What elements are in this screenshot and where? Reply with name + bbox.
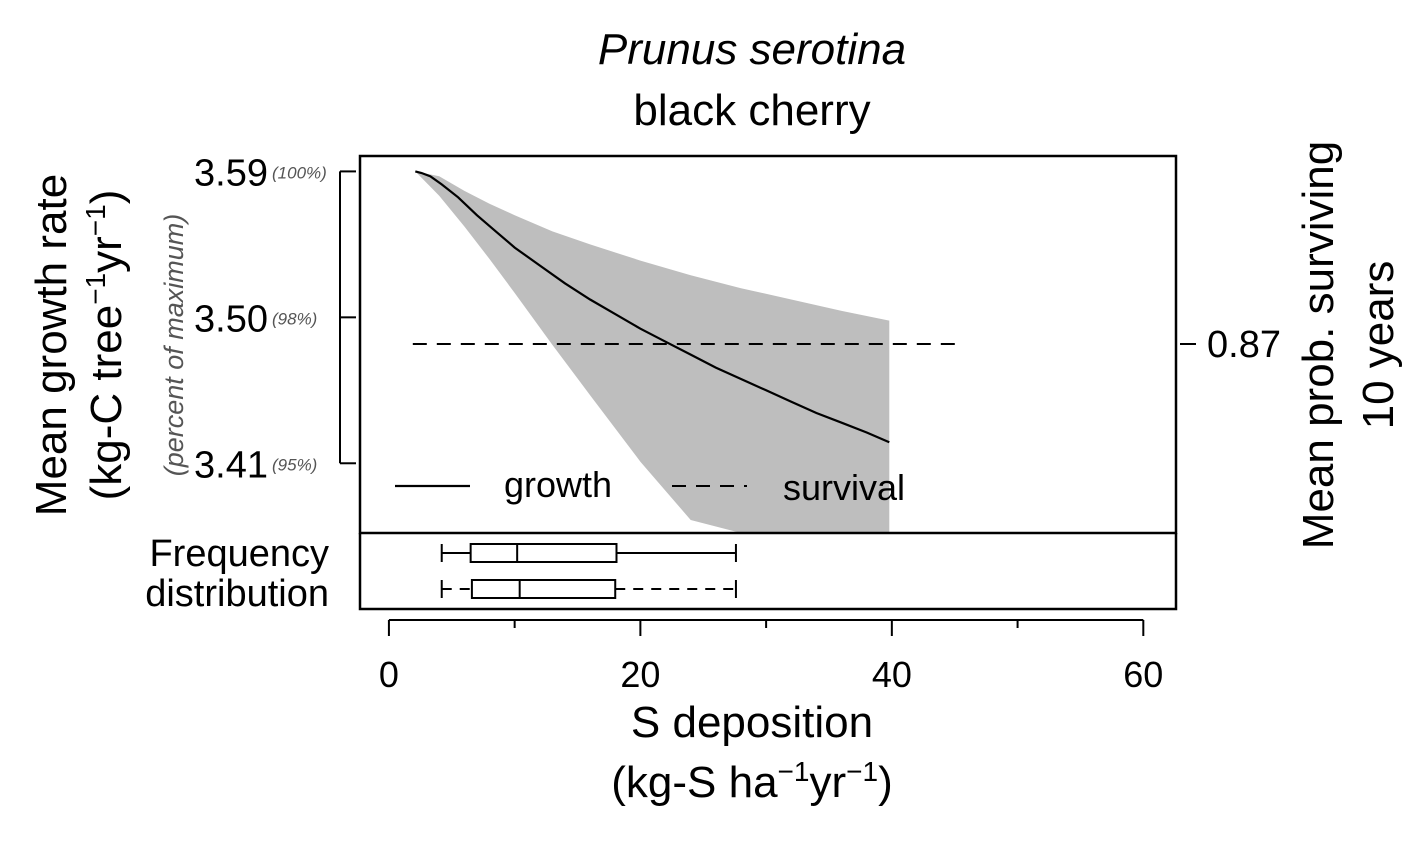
y-axis-right-label-line2: 10 years bbox=[1354, 261, 1403, 430]
y-axis-right-label-line1: Mean prob. surviving bbox=[1294, 141, 1343, 549]
x-tick-label-1: 20 bbox=[620, 654, 660, 695]
frequency-label-line1: Frequency bbox=[149, 533, 329, 575]
legend: growth survival bbox=[395, 464, 905, 508]
boxplot-survival bbox=[440, 579, 737, 599]
frequency-label-line2: distribution bbox=[145, 573, 329, 615]
boxplot-survival-box bbox=[470, 579, 617, 599]
y-tick-label-right-0: 0.87 bbox=[1207, 324, 1281, 366]
growth-line bbox=[415, 170, 890, 444]
x-tick-label-3: 60 bbox=[1123, 654, 1163, 695]
chart-subtitle: black cherry bbox=[633, 86, 870, 135]
frequency-distribution-panel: Frequency distribution bbox=[145, 533, 1178, 615]
x-axis-label-line2: (kg-S ha−1yr−1) bbox=[611, 756, 892, 807]
y-axis-left: 3.59 (100%) 3.50 (98%) 3.41 (95%) bbox=[194, 152, 356, 486]
y-axis-left-label-line2: (kg-C tree−1yr−1) bbox=[80, 190, 131, 501]
x-tick-label-0: 0 bbox=[379, 654, 399, 695]
y-axis-left-secondary-label: (percent of maximum) bbox=[159, 214, 189, 477]
chart-title: Prunus serotina bbox=[598, 25, 906, 74]
x-axis: 0 20 40 60 bbox=[379, 619, 1163, 695]
legend-growth-label: growth bbox=[504, 464, 612, 505]
legend-survival-label: survival bbox=[783, 467, 905, 508]
y-tick-label-left-0: 3.59 bbox=[194, 152, 268, 194]
y-tick-percent-left-2: (95%) bbox=[272, 455, 317, 474]
y-tick-label-left-2: 3.41 bbox=[194, 444, 268, 486]
y-tick-percent-left-1: (98%) bbox=[272, 309, 317, 328]
x-tick-label-2: 40 bbox=[872, 654, 912, 695]
y-axis-right: 0.87 bbox=[1180, 324, 1281, 366]
y-tick-percent-left-0: (100%) bbox=[272, 163, 327, 182]
growth-plot-area bbox=[358, 154, 1178, 535]
boxplot-growth-box bbox=[469, 543, 618, 563]
boxplot-growth bbox=[440, 543, 737, 563]
y-tick-label-left-1: 3.50 bbox=[194, 298, 268, 340]
growth-plot-frame bbox=[358, 154, 1178, 535]
x-axis-label-line1: S deposition bbox=[631, 698, 873, 747]
boxplots bbox=[440, 543, 737, 599]
boxplot-panel-frame bbox=[358, 533, 1178, 611]
y-axis-left-label-line1: Mean growth rate bbox=[27, 174, 76, 516]
